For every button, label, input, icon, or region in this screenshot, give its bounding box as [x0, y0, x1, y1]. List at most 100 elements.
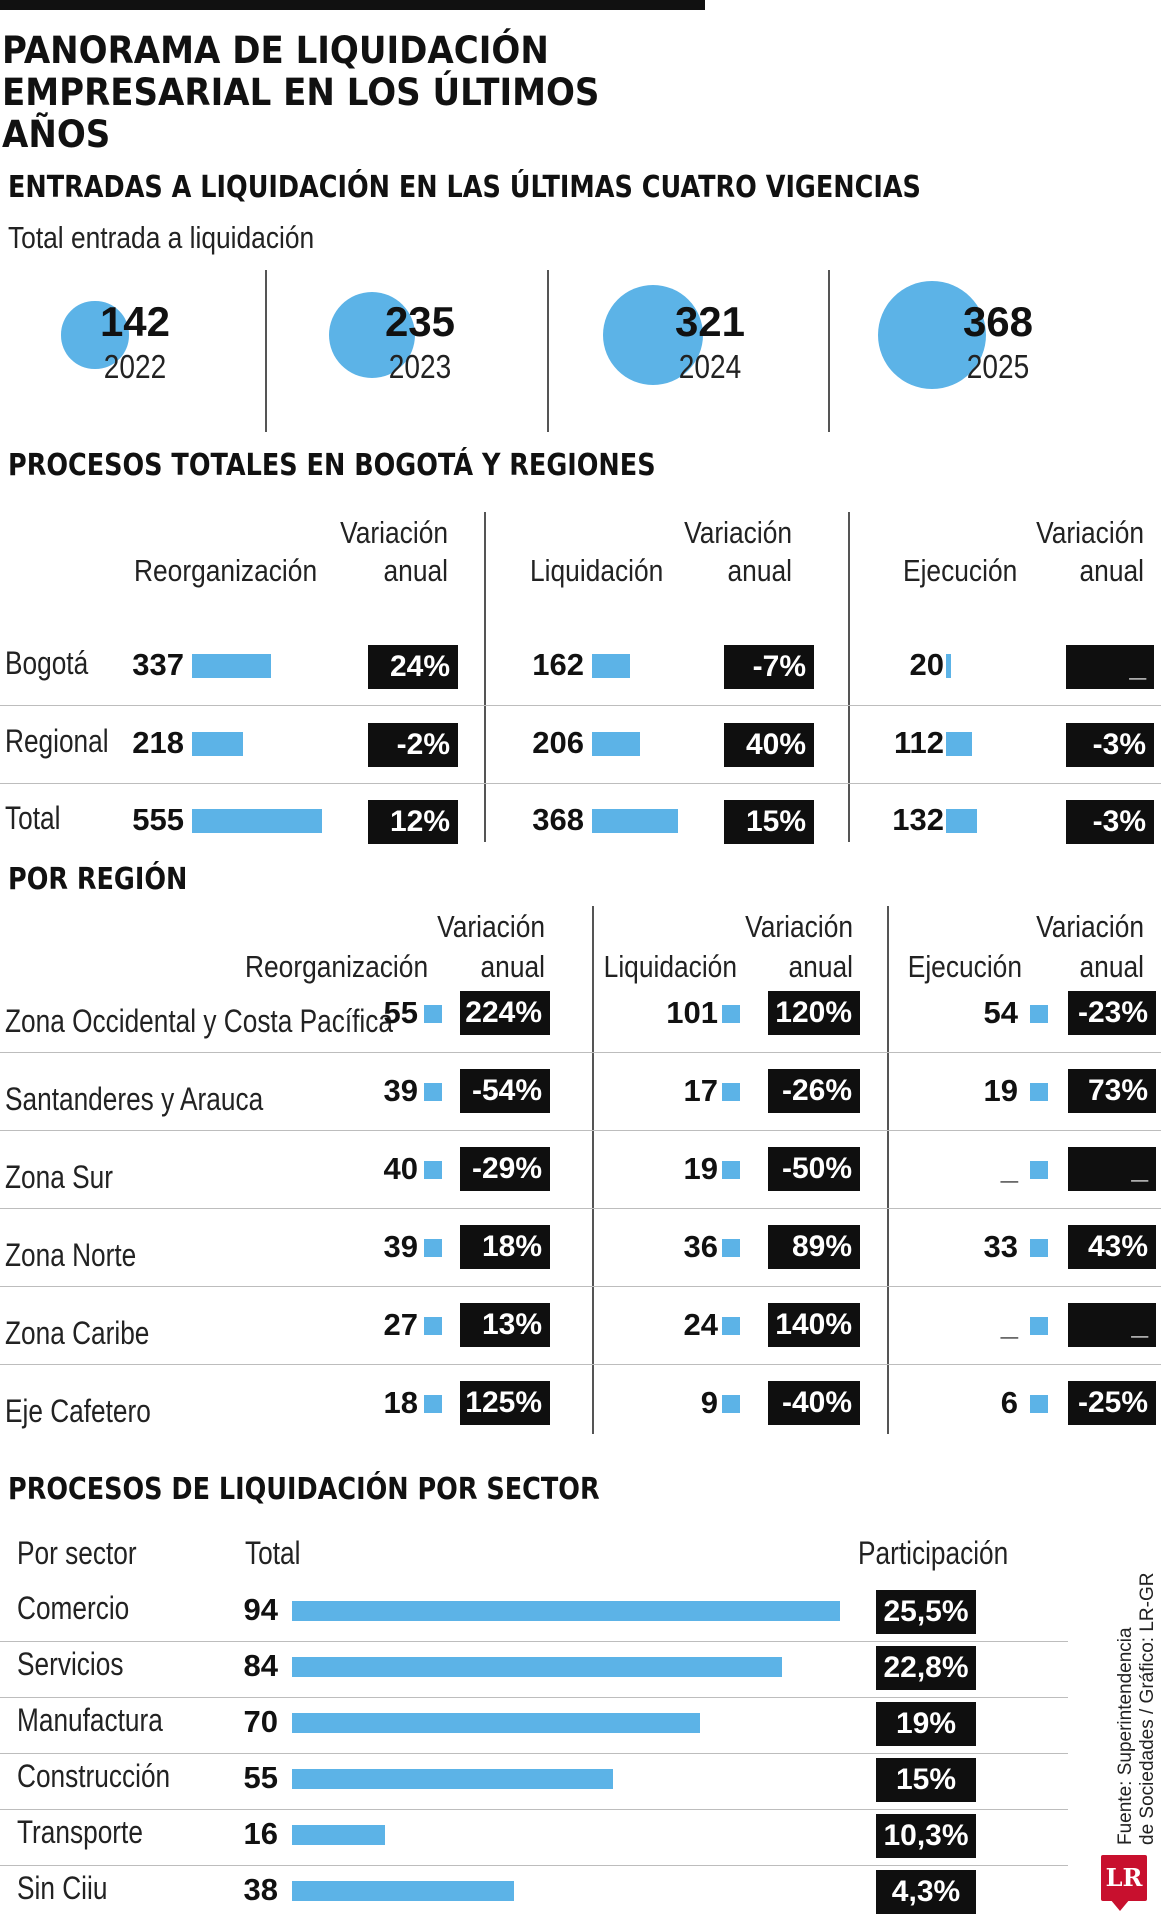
- regions-ejec-value: 19: [983, 1073, 1018, 1108]
- section-entries-title: ENTRADAS A LIQUIDACIÓN EN LAS ÚLTIMAS CU…: [8, 170, 921, 205]
- regions-header-ejec: Ejecución: [907, 949, 1022, 984]
- year-bubble-2023: [328, 291, 416, 379]
- regions-row-label: Eje Cafetero: [5, 1393, 151, 1429]
- sector-row-rule: [0, 1753, 1068, 1754]
- totals-reorg-var: -2%: [368, 723, 458, 767]
- regions-ejec-var: _: [1068, 1303, 1156, 1347]
- sector-share: 22,8%: [876, 1646, 976, 1690]
- totals-header-var-reorg-1: Variación: [340, 515, 448, 550]
- sector-row-rule: [0, 1697, 1068, 1698]
- sector-bar: [292, 1713, 701, 1733]
- sector-value: 16: [243, 1816, 278, 1851]
- totals-divider-1: [484, 512, 486, 842]
- totals-reorg-value: 555: [132, 802, 184, 837]
- sectors-header-total: Total: [245, 1535, 301, 1571]
- source-line-2: de Sociedades / Gráfico: LR-GR: [1137, 1572, 1158, 1845]
- sector-bar: [292, 1769, 613, 1789]
- totals-liq-value: 206: [532, 725, 584, 760]
- sector-bar: [292, 1657, 782, 1677]
- totals-divider-2: [848, 512, 850, 842]
- year-divider-1: [265, 270, 267, 432]
- sector-label: Construcción: [17, 1758, 171, 1794]
- regions-ejec-value: _: [1000, 1151, 1018, 1186]
- regions-reorg-var: 125%: [460, 1381, 550, 1425]
- sector-share: 4,3%: [876, 1870, 976, 1914]
- regions-liq-value: 36: [683, 1229, 718, 1264]
- regions-divider-2: [887, 906, 889, 1434]
- year-bubble-2025: [878, 281, 986, 389]
- regions-row-rule: [0, 1286, 1161, 1287]
- section-regions-title: POR REGIÓN: [8, 862, 188, 897]
- totals-row-label: Total: [5, 800, 61, 836]
- regions-header-reorg: Reorganización: [245, 949, 429, 984]
- regions-ejec-var: -23%: [1068, 991, 1156, 1035]
- regions-ejec-value: 6: [1000, 1385, 1018, 1420]
- sectors-header-share: Participación: [858, 1535, 1009, 1571]
- sector-label: Comercio: [17, 1590, 130, 1626]
- year-divider-3: [828, 270, 830, 432]
- year-bubble-2024: [602, 284, 704, 386]
- totals-liq-var: 40%: [724, 723, 814, 767]
- totals-ejec-value: 132: [892, 802, 944, 837]
- sector-share: 19%: [876, 1702, 976, 1746]
- regions-ejec-marker: [1030, 1317, 1048, 1335]
- sector-value: 55: [243, 1760, 278, 1795]
- totals-reorg-var: 24%: [368, 645, 458, 689]
- regions-liq-marker: [722, 1239, 740, 1257]
- totals-liq-value: 368: [532, 802, 584, 837]
- totals-liq-bar: [592, 654, 631, 678]
- regions-reorg-value: 27: [383, 1307, 418, 1342]
- regions-reorg-value: 39: [383, 1073, 418, 1108]
- section-entries-subtitle: Total entrada a liquidación: [8, 220, 315, 255]
- sector-bar: [292, 1601, 840, 1621]
- totals-header-var-liq-2: anual: [727, 553, 792, 588]
- regions-reorg-marker: [424, 1161, 442, 1179]
- totals-row-rule: [0, 705, 1161, 706]
- totals-header-reorg: Reorganización: [134, 553, 318, 588]
- regions-liq-value: 17: [683, 1073, 718, 1108]
- regions-liq-value: 24: [683, 1307, 718, 1342]
- totals-row-label: Bogotá: [5, 645, 89, 681]
- regions-ejec-var: -25%: [1068, 1381, 1156, 1425]
- regions-reorg-marker: [424, 1005, 442, 1023]
- page-title: PANORAMA DE LIQUIDACIÓN EMPRESARIAL EN L…: [2, 30, 701, 156]
- totals-reorg-value: 337: [132, 647, 184, 682]
- regions-liq-marker: [722, 1161, 740, 1179]
- regions-reorg-marker: [424, 1083, 442, 1101]
- totals-ejec-bar: [946, 732, 973, 756]
- regions-liq-value: 9: [700, 1385, 718, 1420]
- regions-ejec-marker: [1030, 1005, 1048, 1023]
- sector-label: Manufactura: [17, 1702, 163, 1738]
- regions-row-rule: [0, 1052, 1161, 1053]
- sector-bar: [292, 1881, 514, 1901]
- totals-reorg-bar: [192, 809, 323, 833]
- source-note: Fuente: Superintendencia de Sociedades /…: [1115, 1572, 1159, 1845]
- totals-liq-bar: [592, 809, 679, 833]
- regions-header-var-liq-1: Variación: [745, 909, 853, 944]
- sector-share: 25,5%: [876, 1590, 976, 1634]
- regions-ejec-value: 33: [983, 1229, 1018, 1264]
- regions-ejec-var: 43%: [1068, 1225, 1156, 1269]
- sector-value: 38: [243, 1872, 278, 1907]
- totals-row-label: Regional: [5, 723, 109, 759]
- regions-reorg-value: 55: [383, 995, 418, 1030]
- lr-logo-tip: [1110, 1899, 1130, 1911]
- regions-row-rule: [0, 1364, 1161, 1365]
- year-label-2023: 2023: [388, 348, 452, 385]
- totals-ejec-var: -3%: [1066, 800, 1154, 844]
- year-value-2025: 368: [962, 298, 1034, 345]
- totals-reorg-bar: [192, 654, 272, 678]
- regions-reorg-value: 18: [383, 1385, 418, 1420]
- regions-row-label: Zona Norte: [5, 1237, 137, 1273]
- regions-row-label: Santanderes y Arauca: [5, 1081, 264, 1117]
- year-value-2022: 142: [99, 298, 171, 345]
- regions-liq-marker: [722, 1317, 740, 1335]
- year-value-2023: 235: [384, 298, 456, 345]
- regions-liq-var: 140%: [768, 1303, 860, 1347]
- totals-liq-var: -7%: [724, 645, 814, 689]
- regions-reorg-marker: [424, 1317, 442, 1335]
- totals-ejec-value: 20: [909, 647, 944, 682]
- regions-reorg-value: 40: [383, 1151, 418, 1186]
- totals-liq-var: 15%: [724, 800, 814, 844]
- regions-header-liq: Liquidación: [603, 949, 737, 984]
